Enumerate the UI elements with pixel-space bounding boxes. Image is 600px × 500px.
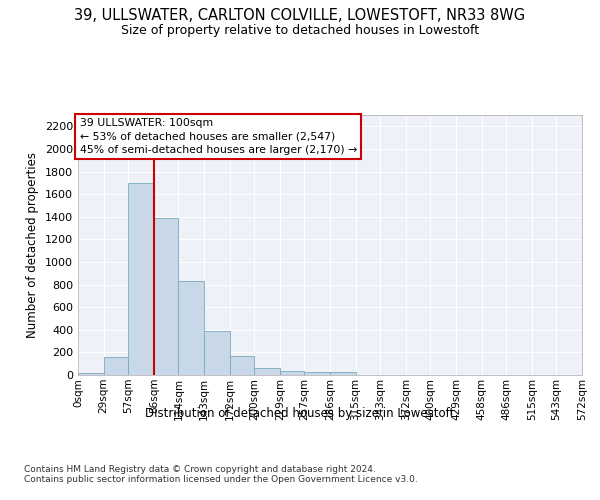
Text: Size of property relative to detached houses in Lowestoft: Size of property relative to detached ho… [121, 24, 479, 37]
Bar [204, 332, 230, 375]
Bar [78, 372, 104, 375]
Bar [230, 356, 254, 375]
Bar [280, 370, 304, 375]
Text: Contains HM Land Registry data © Crown copyright and database right 2024.
Contai: Contains HM Land Registry data © Crown c… [24, 465, 418, 484]
Y-axis label: Number of detached properties: Number of detached properties [26, 152, 40, 338]
Text: Distribution of detached houses by size in Lowestoft: Distribution of detached houses by size … [145, 408, 455, 420]
Bar [128, 183, 154, 375]
Text: 39, ULLSWATER, CARLTON COLVILLE, LOWESTOFT, NR33 8WG: 39, ULLSWATER, CARLTON COLVILLE, LOWESTO… [74, 8, 526, 22]
Bar [330, 372, 356, 375]
Bar [104, 358, 128, 375]
Bar [154, 218, 178, 375]
Text: 39 ULLSWATER: 100sqm
← 53% of detached houses are smaller (2,547)
45% of semi-de: 39 ULLSWATER: 100sqm ← 53% of detached h… [80, 118, 357, 155]
Bar [178, 280, 204, 375]
Bar [254, 368, 280, 375]
Bar [304, 372, 330, 375]
